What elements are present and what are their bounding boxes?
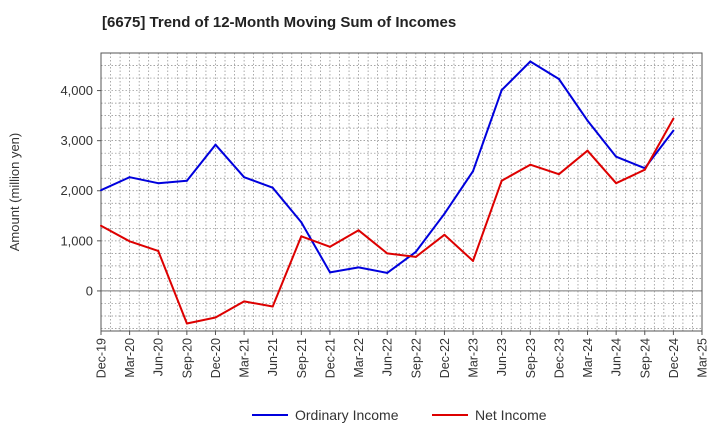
- ordinary-income-point: [414, 250, 417, 253]
- net-income-point: [328, 245, 331, 248]
- legend-label-ordinary-income: Ordinary Income: [295, 407, 399, 423]
- y-tick-label: 1,000: [60, 233, 93, 248]
- net-income-point: [643, 168, 646, 171]
- net-income-point: [185, 322, 188, 325]
- x-tick-label: Jun-20: [152, 338, 166, 376]
- y-tick-label: 4,000: [60, 83, 93, 98]
- ordinary-income-point: [500, 89, 503, 92]
- series-lines: [100, 60, 675, 325]
- x-tick-label: Dec-22: [438, 338, 452, 378]
- x-tick-label: Jun-23: [495, 338, 509, 376]
- y-axis-label: Amount (million yen): [7, 133, 22, 252]
- x-tick-label: Mar-23: [467, 338, 481, 378]
- net-income-point: [386, 252, 389, 255]
- net-income-point: [672, 117, 675, 120]
- net-income-point: [357, 229, 360, 232]
- net-income-point: [243, 300, 246, 303]
- ordinary-income-point: [100, 189, 102, 192]
- x-axis-ticks: Dec-19 Mar-20 Jun-20 Sep-20 Dec-20 Mar-21 Jun-…: [95, 331, 710, 378]
- net-income-point: [615, 182, 618, 185]
- y-tick-label: 0: [86, 283, 93, 298]
- y-axis-ticks: 0 1,000 2,000 3,000 4,000: [60, 83, 101, 298]
- net-income-point: [414, 255, 417, 258]
- x-tick-label: Dec-20: [209, 338, 223, 378]
- x-tick-label: Mar-25: [696, 338, 710, 378]
- ordinary-income-point: [128, 176, 131, 179]
- legend: Ordinary Income Net Income: [252, 407, 547, 423]
- net-income-point: [529, 163, 532, 166]
- ordinary-income-point: [271, 186, 274, 189]
- ordinary-income-point: [586, 119, 589, 122]
- net-income-point: [100, 224, 102, 227]
- x-tick-label: Sep-20: [180, 338, 194, 378]
- y-tick-label: 3,000: [60, 133, 93, 148]
- x-tick-label: Jun-21: [266, 338, 280, 376]
- x-tick-label: Jun-24: [610, 338, 624, 376]
- net-income-point: [586, 149, 589, 152]
- x-tick-label: Jun-22: [381, 338, 395, 376]
- ordinary-income-point: [185, 179, 188, 182]
- net-income-point: [271, 305, 274, 308]
- ordinary-income-point: [529, 60, 532, 63]
- x-tick-label: Sep-23: [524, 338, 538, 378]
- legend-label-net-income: Net Income: [475, 407, 547, 423]
- net-income-point: [557, 173, 560, 176]
- grid-lines: [101, 52, 702, 331]
- ordinary-income-point: [357, 266, 360, 269]
- x-tick-label: Dec-21: [323, 338, 337, 378]
- ordinary-income-point: [557, 78, 560, 81]
- ordinary-income-point: [672, 129, 675, 132]
- ordinary-income-point: [328, 271, 331, 274]
- x-tick-label: Dec-24: [667, 338, 681, 378]
- x-tick-label: Mar-20: [123, 338, 137, 378]
- ordinary-income-point: [386, 271, 389, 274]
- x-tick-label: Sep-24: [638, 338, 652, 378]
- net-income-point: [214, 316, 217, 319]
- x-tick-label: Mar-24: [581, 338, 595, 378]
- y-tick-label: 2,000: [60, 183, 93, 198]
- ordinary-income-point: [472, 170, 475, 173]
- ordinary-income-point: [443, 212, 446, 215]
- x-tick-label: Mar-21: [238, 338, 252, 378]
- ordinary-income-point: [157, 182, 160, 185]
- net-income-point: [500, 179, 503, 182]
- x-tick-label: Dec-23: [552, 338, 566, 378]
- net-income-point: [472, 259, 475, 262]
- net-income-point: [300, 235, 303, 238]
- x-tick-label: Mar-22: [352, 338, 366, 378]
- plot-frame: [100, 52, 703, 332]
- chart-title: [6675] Trend of 12-Month Moving Sum of I…: [102, 14, 457, 31]
- x-tick-label: Sep-22: [409, 338, 423, 378]
- ordinary-income-line: [100, 60, 675, 274]
- net-income-point: [157, 249, 160, 252]
- ordinary-income-point: [243, 176, 246, 179]
- x-tick-label: Dec-19: [95, 338, 109, 378]
- ordinary-income-point: [615, 155, 618, 158]
- net-income-point: [128, 240, 131, 243]
- ordinary-income-point: [300, 221, 303, 224]
- net-income-point: [443, 233, 446, 236]
- x-tick-label: Sep-21: [295, 338, 309, 378]
- ordinary-income-point: [214, 143, 217, 146]
